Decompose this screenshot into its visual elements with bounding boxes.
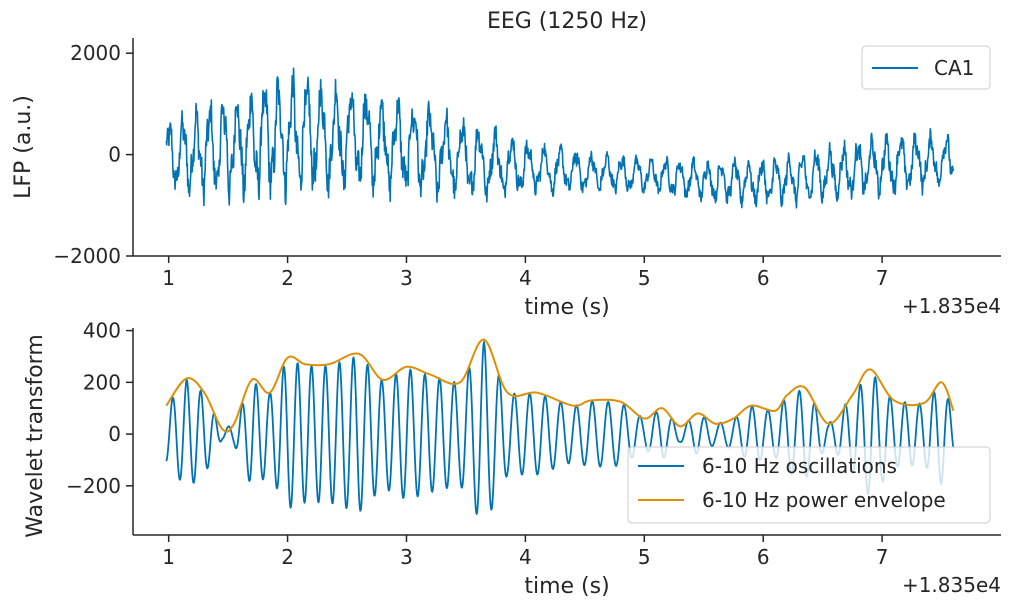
wavelet-x-label: time (s)	[524, 574, 609, 599]
eeg-x-tick-label: 5	[638, 266, 651, 290]
ca1-trace	[165, 67, 955, 209]
wavelet-y-ticks: −200 0 200 400	[66, 319, 133, 498]
oscillations-legend-label: 6-10 Hz oscillations	[702, 454, 897, 478]
wavelet-legend: 6-10 Hz oscillations 6-10 Hz power envel…	[627, 446, 991, 524]
eeg-x-tick-label: 1	[162, 266, 175, 290]
eeg-y-tick-label: 0	[108, 143, 121, 167]
wavelet-y-tick-label: 0	[108, 422, 121, 446]
eeg-x-tick-label: 4	[519, 266, 532, 290]
eeg-y-tick-label: −2000	[53, 244, 121, 268]
eeg-y-tick-label: 2000	[70, 41, 121, 65]
wavelet-y-label: Wavelet transform	[23, 334, 48, 538]
wavelet-x-offset: +1.835e4	[902, 573, 1001, 597]
eeg-x-label: time (s)	[524, 295, 609, 320]
wavelet-x-tick-label: 1	[162, 545, 175, 569]
envelope-trace	[165, 338, 955, 433]
wavelet-x-tick-label: 3	[400, 545, 413, 569]
eeg-y-label: LFP (a.u.)	[11, 95, 36, 199]
wavelet-y-tick-label: 400	[83, 319, 121, 343]
eeg-x-tick-label: 3	[400, 266, 413, 290]
eeg-x-offset: +1.835e4	[902, 294, 1001, 318]
wavelet-x-tick-label: 4	[519, 545, 532, 569]
wavelet-x-tick-label: 7	[876, 545, 889, 569]
wavelet-legend-frame	[627, 446, 991, 524]
wavelet-x-tick-label: 6	[757, 545, 770, 569]
wavelet-x-tick-label: 2	[281, 545, 294, 569]
eeg-x-tick-label: 2	[281, 266, 294, 290]
eeg-legend-frame	[861, 45, 991, 90]
eeg-x-ticks: 1 2 3 4 5 6 7	[162, 256, 888, 290]
eeg-legend: CA1	[861, 45, 991, 90]
eeg-panel: EEG (1250 Hz) 1 2 3 4 5 6 7 −2000 0 2000 time (s…	[11, 9, 1001, 320]
envelope-legend-label: 6-10 Hz power envelope	[702, 488, 946, 512]
eeg-y-ticks: −2000 0 2000	[53, 41, 133, 268]
wavelet-x-ticks: 1 2 3 4 5 6 7	[162, 535, 888, 569]
wavelet-y-tick-label: −200	[66, 474, 121, 498]
wavelet-panel: 1 2 3 4 5 6 7 −200 0 200 400 time (s) Wavelet tra…	[23, 319, 1001, 599]
eeg-title: EEG (1250 Hz)	[487, 9, 647, 34]
eeg-x-tick-label: 6	[757, 266, 770, 290]
ca1-legend-label: CA1	[934, 56, 974, 80]
wavelet-x-tick-label: 5	[638, 545, 651, 569]
wavelet-y-tick-label: 200	[83, 370, 121, 394]
ca1-series-group	[165, 67, 955, 209]
eeg-x-tick-label: 7	[876, 266, 889, 290]
